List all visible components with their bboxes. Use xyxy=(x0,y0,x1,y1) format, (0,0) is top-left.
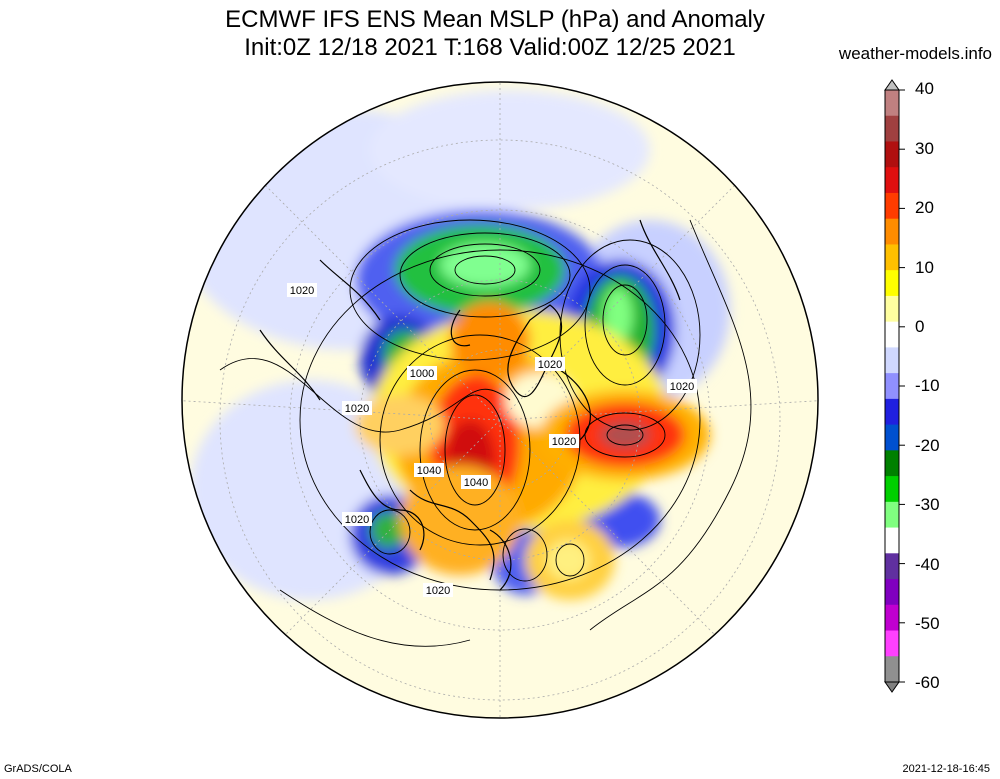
contour-label: 1020 xyxy=(287,283,317,297)
svg-text:1020: 1020 xyxy=(345,403,369,415)
colorbar xyxy=(884,79,905,693)
polar-map: 1020 1000 1020 1020 1020 1020 1040 1040 … xyxy=(181,81,819,719)
colorbar-tick-label: -10 xyxy=(915,376,940,395)
svg-text:1020: 1020 xyxy=(426,585,450,597)
svg-text:1020: 1020 xyxy=(538,359,562,371)
colorbar-tick-label: 30 xyxy=(915,139,934,158)
colorbar-swatch xyxy=(885,115,899,142)
footer-timestamp: 2021-12-18-16:45 xyxy=(902,763,990,775)
colorbar-top-arrow xyxy=(884,79,900,91)
colorbar-tick-label: 10 xyxy=(915,258,934,277)
svg-text:1020: 1020 xyxy=(670,381,694,393)
colorbar-swatch xyxy=(885,630,899,657)
anomaly-field xyxy=(182,82,818,718)
contour-label: 1020 xyxy=(667,379,697,393)
colorbar-swatch xyxy=(885,244,899,271)
colorbar-swatches xyxy=(884,89,905,683)
map-border xyxy=(181,81,819,719)
contour-label: 1040 xyxy=(414,463,444,477)
colorbar-swatch xyxy=(885,553,899,580)
colorbar-swatch xyxy=(885,398,899,426)
svg-text:1020: 1020 xyxy=(552,436,576,448)
svg-text:1040: 1040 xyxy=(464,477,488,489)
colorbar-tick-label: -50 xyxy=(915,614,940,633)
contour-label: 1040 xyxy=(461,475,491,489)
contour-label: 1020 xyxy=(423,583,453,597)
colorbar-swatch xyxy=(885,579,899,606)
colorbar-swatch xyxy=(885,604,899,632)
colorbar-tick-label: -20 xyxy=(915,436,940,455)
colorbar-swatch xyxy=(885,347,899,374)
colorbar-tick-label: -30 xyxy=(915,495,940,514)
colorbar-swatch xyxy=(885,295,899,323)
contour-label: 1020 xyxy=(535,357,565,371)
footer-credit: GrADS/COLA xyxy=(4,763,72,775)
colorbar-tick-label: 0 xyxy=(915,317,925,336)
contour-label: 1020 xyxy=(549,434,579,448)
colorbar-swatch xyxy=(885,90,899,117)
svg-text:1020: 1020 xyxy=(290,285,314,297)
colorbar-swatch xyxy=(885,373,899,400)
colorbar-tick-label: -40 xyxy=(915,555,940,574)
colorbar-swatch xyxy=(885,192,899,220)
chart-title: ECMWF IFS ENS Mean MSLP (hPa) and Anomal… xyxy=(225,6,765,33)
colorbar-swatch xyxy=(885,167,899,194)
colorbar-tick-label: -60 xyxy=(915,673,940,692)
colorbar-swatch xyxy=(885,476,899,503)
colorbar-swatch xyxy=(885,141,899,168)
colorbar-swatch xyxy=(885,270,899,297)
svg-text:1040: 1040 xyxy=(417,465,441,477)
contour-label: 1000 xyxy=(407,366,437,380)
colorbar-swatch xyxy=(885,501,899,529)
svg-text:1020: 1020 xyxy=(345,514,369,526)
colorbar-bottom-arrow xyxy=(884,681,900,693)
colorbar-swatch xyxy=(885,527,899,554)
contour-label: 1020 xyxy=(342,401,372,415)
contour-label: 1020 xyxy=(342,512,372,526)
colorbar-swatch xyxy=(885,321,899,348)
colorbar-swatch xyxy=(885,450,899,477)
chart-subtitle: Init:0Z 12/18 2021 T:168 Valid:00Z 12/25… xyxy=(244,34,736,61)
colorbar-swatch xyxy=(885,218,899,245)
colorbar-tick-label: 40 xyxy=(915,79,934,98)
source-site: weather-models.info xyxy=(838,44,992,63)
coastlines xyxy=(259,219,681,591)
colorbar-swatch xyxy=(885,424,899,451)
colorbar-swatch xyxy=(885,656,899,683)
colorbar-tick-label: 20 xyxy=(915,198,934,217)
contour-labels: 1020 1000 1020 1020 1020 1020 1040 1040 … xyxy=(287,283,697,597)
svg-text:1000: 1000 xyxy=(410,368,434,380)
